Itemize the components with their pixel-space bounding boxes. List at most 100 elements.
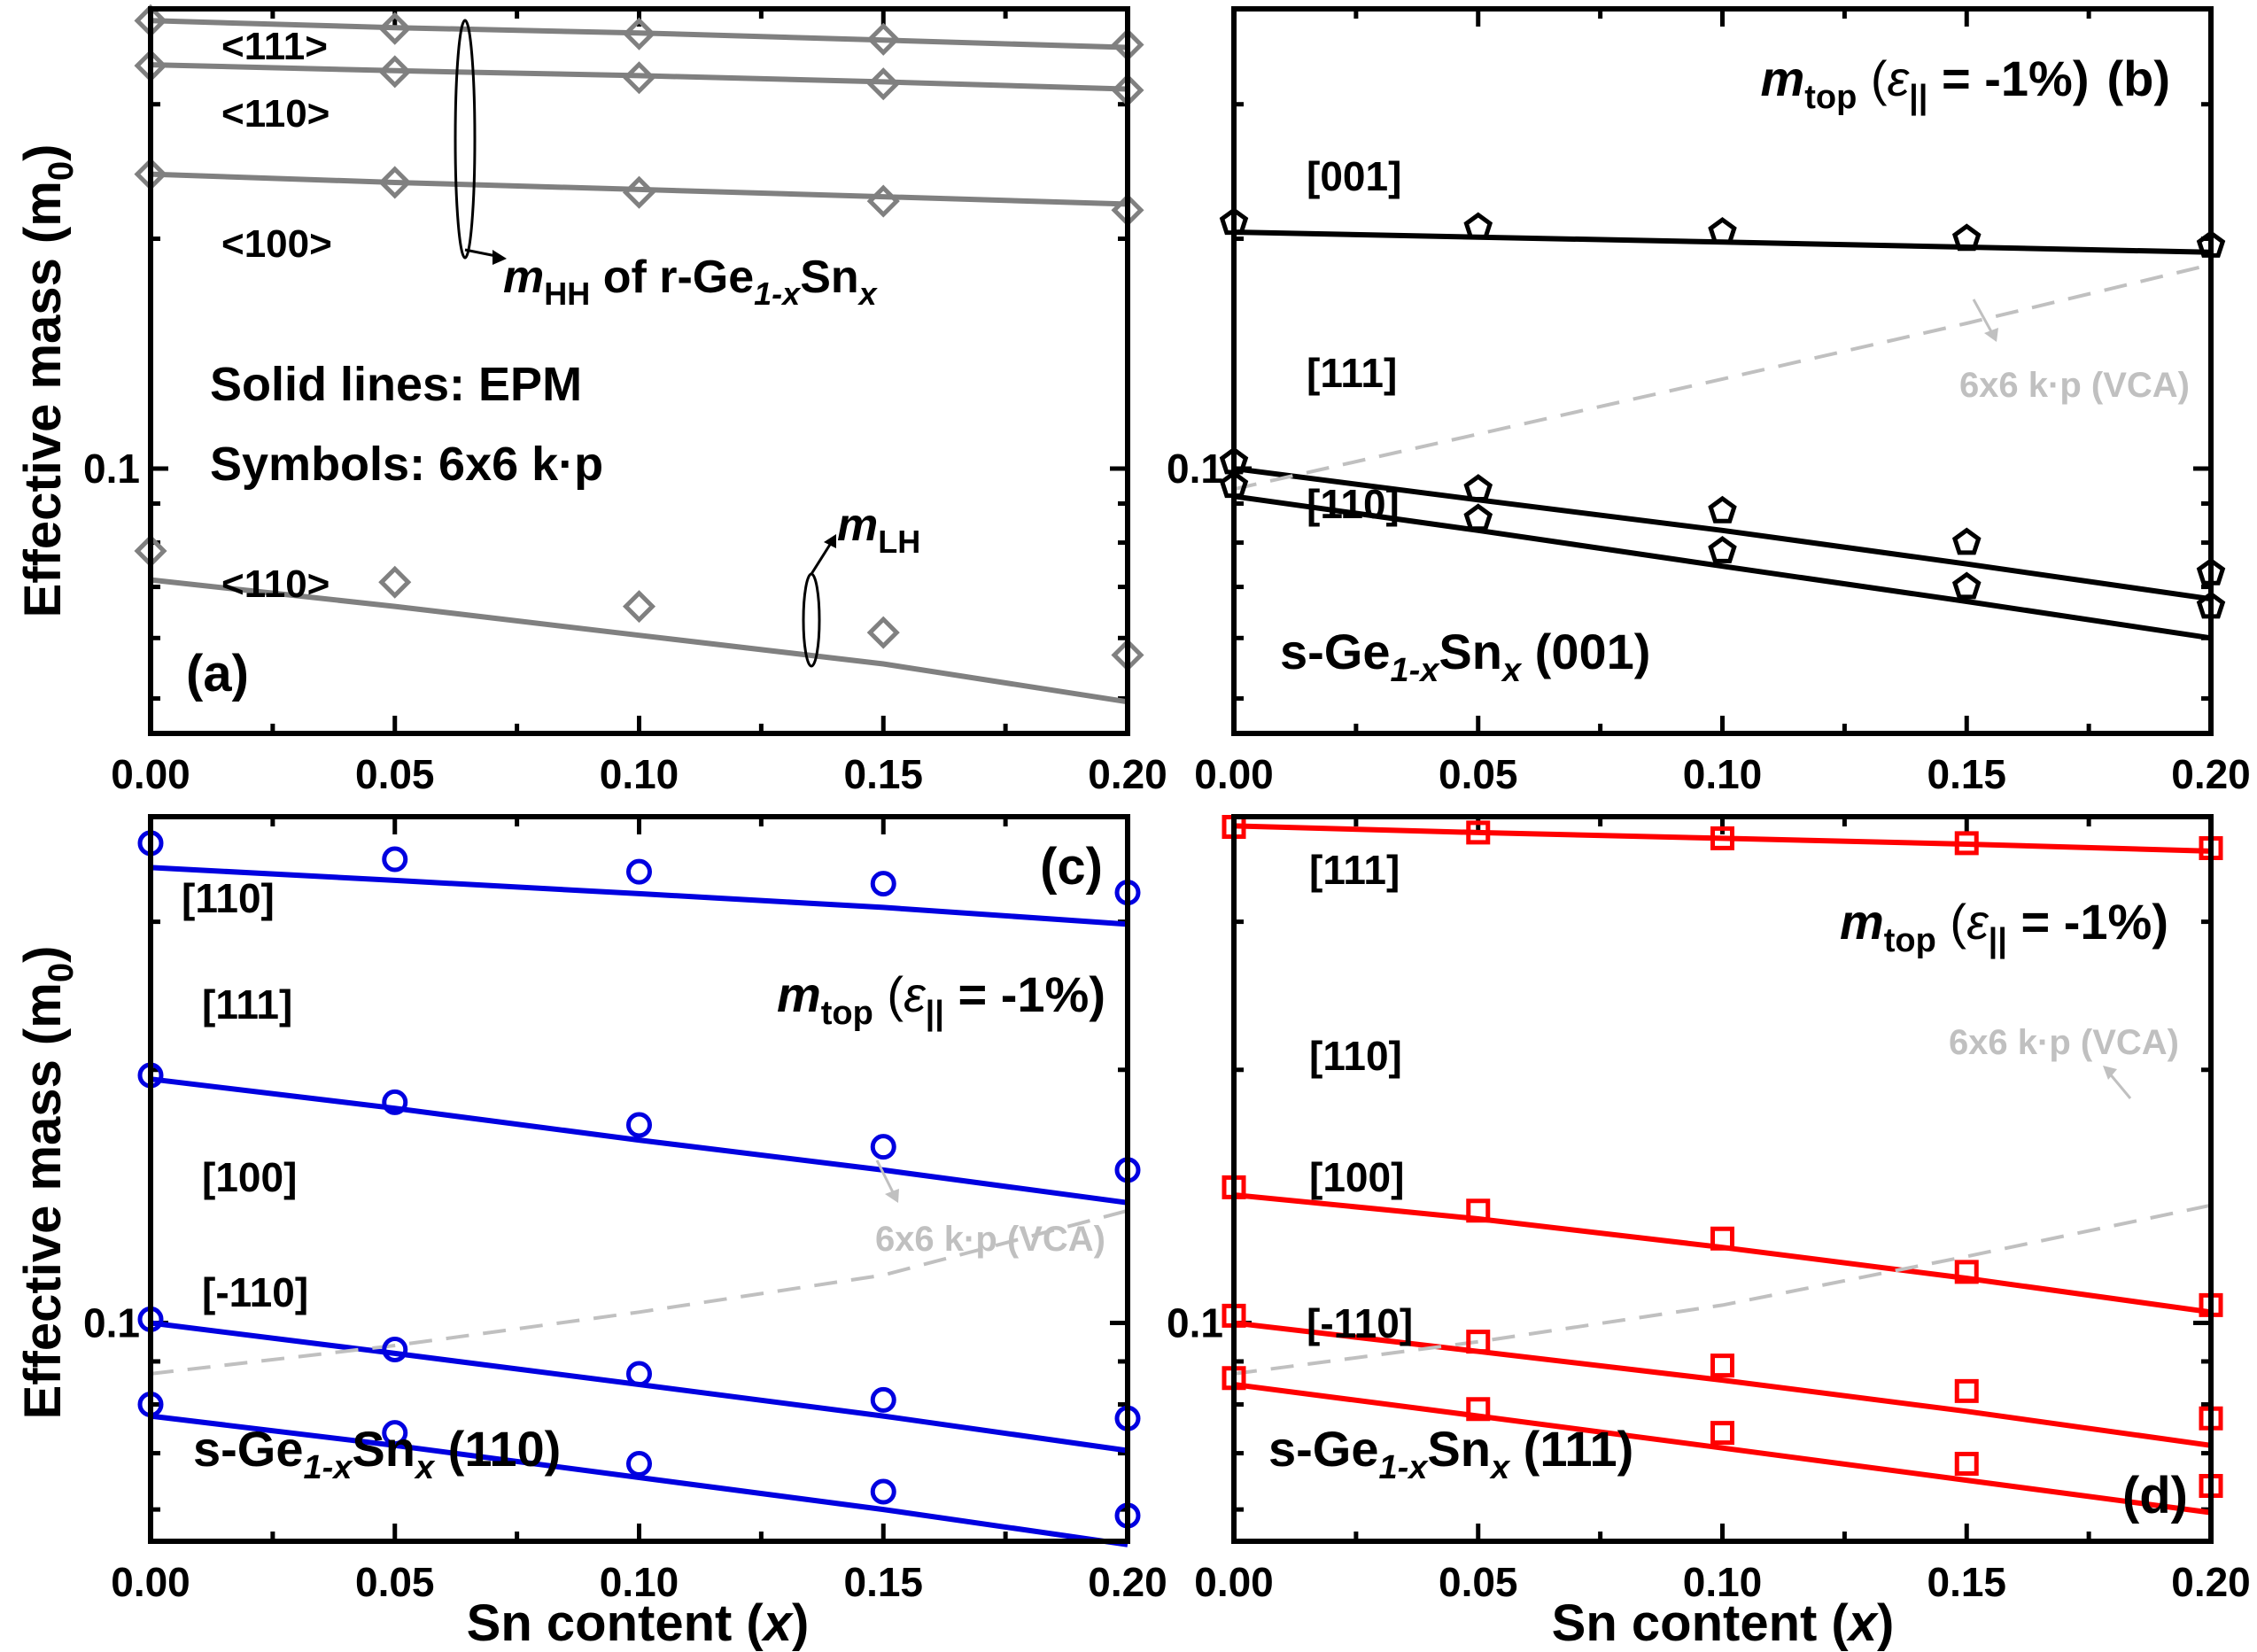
panel-b-series-label-111: [111] (1307, 350, 1397, 396)
data-point (1951, 527, 1982, 555)
data-point (1466, 1330, 1491, 1354)
x-tick-label: 0.10 (1683, 1559, 1763, 1605)
panel-d-frame (1231, 814, 2214, 1544)
panel-c-axes: 0.00 0.05 0.10 0.15 0.20 0.1 (83, 814, 1167, 1605)
x-tick-label: 0.00 (1194, 751, 1274, 797)
panel-b: 0.00 0.05 0.10 0.15 0.20 0.1 (1167, 6, 2251, 797)
panel-c-vca-label: 6x6 k·p (VCA) (875, 1220, 1105, 1259)
data-point (1222, 1175, 1246, 1199)
panel-a-lh-annotation: mLH (837, 500, 920, 560)
panel-a-lh-arrow (810, 539, 834, 575)
panel-a-hh-arrowhead (493, 250, 507, 265)
panel-c-series-label-100: [100] (202, 1154, 297, 1200)
panel-d-series-label-110: [110] (1309, 1033, 1402, 1079)
data-point (378, 55, 412, 89)
series-line (150, 1413, 1128, 1547)
x-tick-label: 0.10 (600, 751, 679, 797)
data-point (866, 67, 900, 101)
panel-b-lines (1233, 229, 2212, 641)
data-point (1710, 1421, 1734, 1446)
panel-d-label: (d) (2122, 1467, 2188, 1524)
data-point (1463, 503, 1493, 531)
panel-a-series-label-110-hh: <110> (221, 92, 330, 136)
panel-a-series-label-100: <100> (221, 222, 332, 266)
x-tick-label: 0.20 (1088, 1559, 1167, 1605)
data-point (866, 22, 900, 56)
x-tick-label: 0.20 (2171, 751, 2251, 797)
panel-d-series-label-m110: [-110] (1307, 1300, 1413, 1346)
panel-b-material: s-Ge1-xSnx (001) (1280, 624, 1650, 689)
panel-d-vca-arrow (2106, 1071, 2132, 1099)
panel-a-series-label-111: <111> (221, 25, 328, 68)
data-point (870, 1386, 896, 1413)
panel-a-lh-arrowhead (824, 534, 836, 548)
data-point (1466, 1198, 1491, 1223)
panel-b-series-label-001: [001] (1307, 153, 1401, 199)
panel-d-vca-label: 6x6 k·p (VCA) (1949, 1023, 2179, 1062)
series-line (150, 1076, 1128, 1206)
x-tick-label: 0.05 (1439, 1559, 1518, 1605)
vca-dashed-line (1233, 1203, 2212, 1376)
x-tick-label: 0.00 (111, 1559, 190, 1605)
data-point (866, 184, 900, 218)
y-tick-label: 0.1 (1167, 1300, 1223, 1346)
data-point (1222, 1303, 1246, 1328)
data-point (626, 858, 652, 885)
panel-d-material: s-Ge1-xSnx (111) (1268, 1421, 1633, 1486)
x-tick-label: 0.15 (1927, 1559, 2006, 1605)
data-point (870, 1478, 896, 1505)
vca-dashed-line (150, 1208, 1128, 1376)
x-tick-label: 0.10 (600, 1559, 679, 1605)
series-line (1233, 493, 2212, 641)
panel-a-series-label-110-lh: <110> (221, 562, 330, 606)
data-point (622, 175, 656, 209)
data-point (1710, 1226, 1734, 1251)
panel-c-frame (148, 814, 1130, 1544)
panel-c-vca-arrowhead (885, 1189, 899, 1203)
x-axis-title-right: Sn content (x) (1552, 1594, 1895, 1652)
panel-a-lines (150, 18, 1128, 705)
data-point (1710, 826, 1734, 850)
data-point (378, 12, 412, 45)
x-tick-label: 0.00 (1194, 1559, 1274, 1605)
series-line (1233, 466, 2212, 602)
panel-d-series-label-100: [100] (1309, 1154, 1404, 1200)
data-point (626, 1451, 652, 1477)
x-tick-label: 0.20 (1088, 751, 1167, 797)
data-point (1466, 820, 1491, 845)
series-line (1233, 1382, 2212, 1516)
x-tick-label: 0.05 (355, 751, 435, 797)
panel-d-axes: 0.00 0.05 0.10 0.15 0.20 0.1 (1167, 814, 2251, 1605)
y-axis-title-bottom: Effective mass (m0) (14, 946, 81, 1420)
data-point (2199, 1406, 2223, 1431)
data-point (2199, 1474, 2223, 1499)
panel-a-hh-ellipse (454, 19, 477, 260)
data-point (1710, 1353, 1734, 1378)
series-line (1233, 1320, 2212, 1448)
data-point (382, 1420, 408, 1446)
data-point (1463, 474, 1493, 501)
data-point (378, 166, 412, 199)
x-tick-label: 0.05 (355, 1559, 435, 1605)
series-line (1233, 1192, 2212, 1315)
panel-a-frame (148, 6, 1130, 736)
panel-b-vca-label: 6x6 k·p (VCA) (1959, 366, 2190, 405)
data-point (1708, 217, 1737, 244)
panel-d: 0.00 0.05 0.10 0.15 0.20 0.1 (1167, 814, 2251, 1605)
data-point (622, 590, 656, 624)
y-tick-label: 0.1 (83, 1300, 140, 1346)
panel-b-title: mtop (ε|| = -1%) (b) (1760, 50, 2170, 116)
panel-c-series-label-m110: [-110] (202, 1269, 308, 1315)
data-point (1463, 212, 1493, 240)
panel-a-label: (a) (186, 645, 249, 702)
panel-c-title: mtop (ε|| = -1%) (777, 966, 1105, 1032)
x-tick-label: 0.15 (1927, 751, 2006, 797)
data-point (1222, 1366, 1246, 1391)
data-point (870, 1134, 896, 1160)
panel-d-title: mtop (ε|| = -1%) (1840, 894, 2168, 959)
data-point (626, 1112, 652, 1138)
data-point (866, 616, 900, 649)
series-line (1233, 823, 2212, 854)
panel-a: 0.00 0.05 0.10 0.15 0.20 0.1 (83, 4, 1167, 797)
series-line (150, 62, 1128, 92)
